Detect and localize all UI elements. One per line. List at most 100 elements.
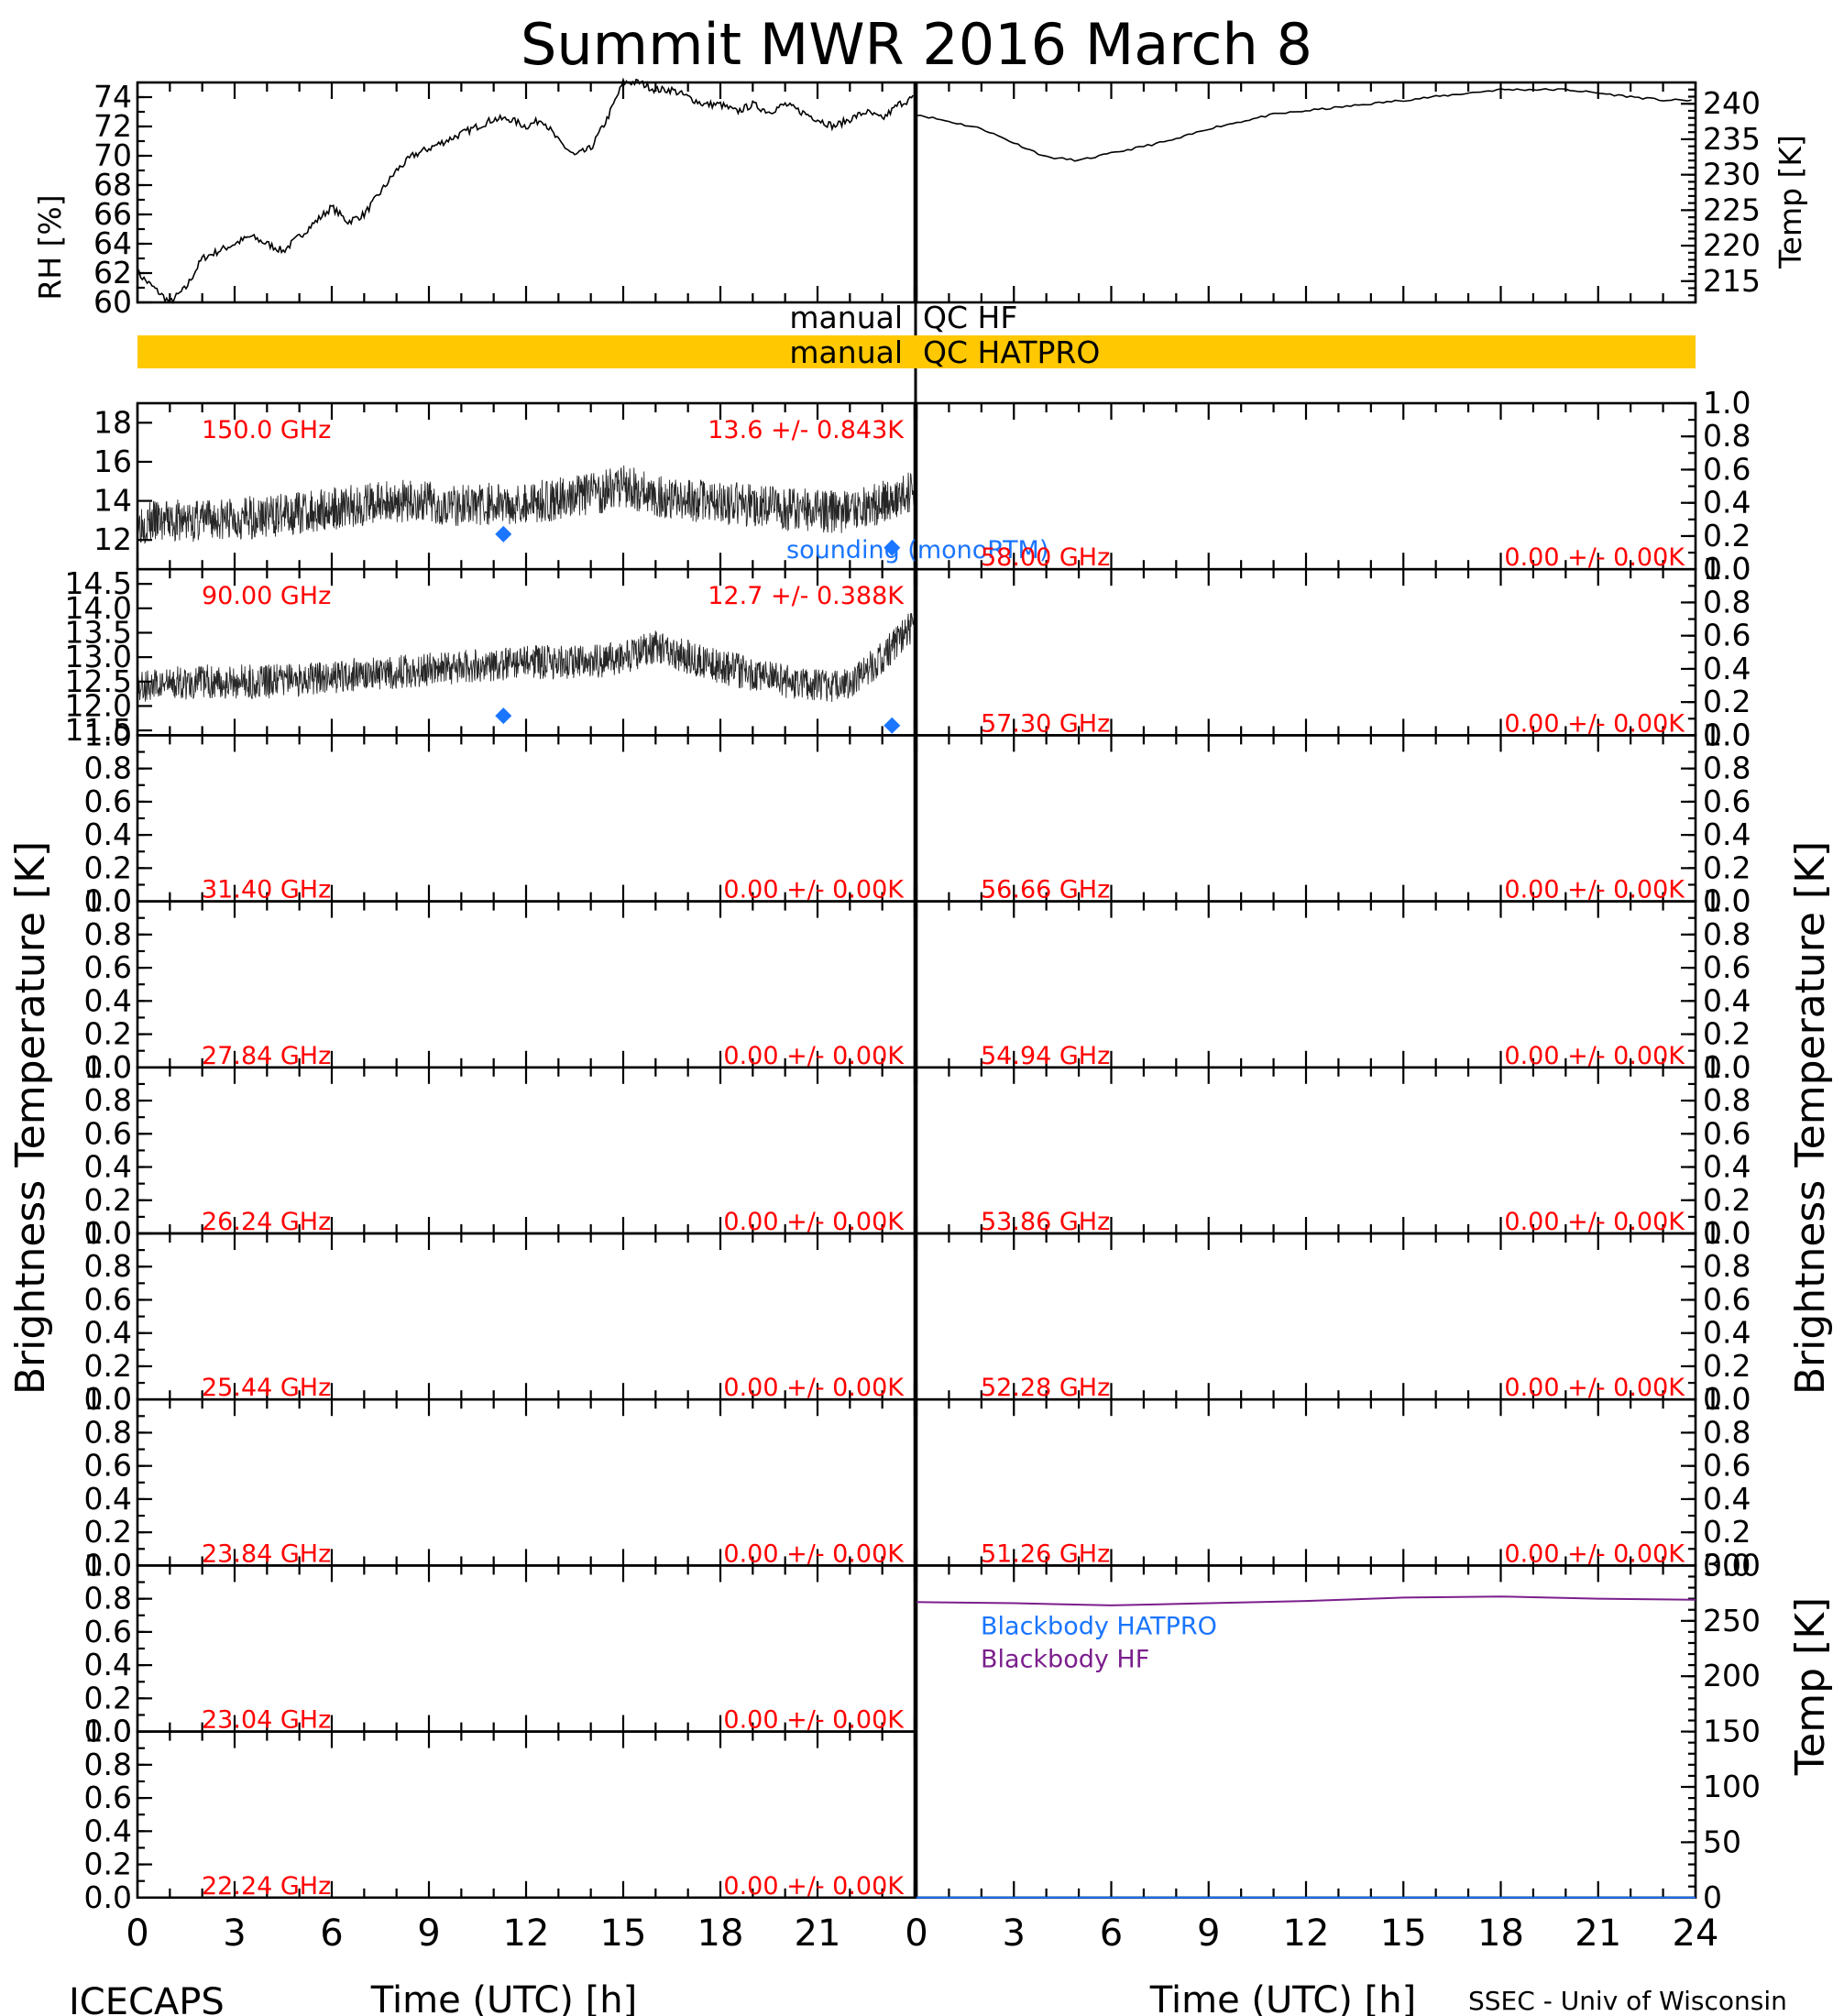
- panel-ytick-label: 1.0: [1703, 883, 1751, 919]
- qc-hatpro-prefix: manual: [789, 334, 903, 370]
- panel-ytick-label: 0.4: [1703, 651, 1751, 686]
- panel-ytick-label: 12: [93, 521, 132, 557]
- panel-ytick-label: 0.2: [1703, 684, 1751, 719]
- bb-series-line: [916, 1595, 1696, 1606]
- panel-ytick-label: 0.8: [84, 751, 132, 786]
- panel-ytick-label: 225: [1703, 192, 1761, 227]
- channel-label: 52.28 GHz: [981, 1374, 1110, 1402]
- bb-legend-entry: Blackbody HATPRO: [981, 1612, 1217, 1640]
- panel-ch_27_84: 0.00.20.40.60.81.027.84 GHz 0.00 +/- 0.00…: [84, 883, 916, 1085]
- panel-ytick-label: 0.2: [84, 1016, 132, 1052]
- panel-ytick-label: 14.5: [65, 565, 132, 601]
- panel-ytick-label: 1.0: [84, 1547, 132, 1583]
- panel-ytick-label: 0.4: [1703, 982, 1751, 1018]
- time-axis-label-left: Time (UTC) [h]: [370, 1979, 637, 2016]
- panel-ytick-label: 300: [1703, 1547, 1761, 1583]
- panel-ytick-label: 220: [1703, 227, 1761, 263]
- panel-ytick-label: 0.4: [84, 982, 132, 1018]
- channel-label: 23.04 GHz: [202, 1706, 331, 1735]
- panel-ytick-label: 0.0: [1703, 551, 1751, 586]
- panel-ytick-label: 62: [93, 255, 132, 290]
- sounding-point: [884, 539, 901, 556]
- panel-ch_53_86: 0.00.20.40.60.81.053.86 GHz 0.00 +/- 0.00…: [915, 1049, 1751, 1251]
- panel-ytick-label: 50: [1703, 1824, 1741, 1859]
- channel-stats: 0.00 +/- 0.00K: [1504, 543, 1685, 572]
- qc-hf-prefix: manual: [789, 300, 903, 335]
- channel-stats: 0.00 +/- 0.00K: [1504, 1539, 1685, 1568]
- panel-ytick-label: 0.6: [1703, 1448, 1751, 1484]
- channel-label: 150.0 GHz: [202, 416, 331, 444]
- panel-xtick-label: 21: [1575, 1912, 1621, 1955]
- panel-ytick-label: 230: [1703, 157, 1761, 192]
- panel-ytick-label: 0.0: [84, 883, 132, 919]
- panel-ytick-label: 0.6: [84, 1281, 132, 1317]
- panel-ytick-label: 12.5: [65, 663, 132, 699]
- panel-ch_26_24: 0.00.20.40.60.81.026.24 GHz 0.00 +/- 0.00…: [84, 1049, 916, 1251]
- bt-series-line: [137, 613, 915, 704]
- panel-ytick-label: 0.0: [84, 1879, 132, 1915]
- qc-hf-label: QC HF: [923, 300, 1017, 335]
- panel-ytick-label: 0.0: [1703, 1215, 1751, 1251]
- panel-ytick-label: 0.8: [1703, 916, 1751, 952]
- panel-xtick-label: 0: [126, 1912, 148, 1955]
- channel-stats: 0.00 +/- 0.00K: [1504, 1042, 1685, 1070]
- channel-label: 25.44 GHz: [202, 1374, 331, 1402]
- panel-ytick-label: 200: [1703, 1658, 1761, 1693]
- panel-ytick-label: 1.0: [1703, 385, 1751, 421]
- panel-ytick-label: 0.0: [84, 1049, 132, 1085]
- panel-ch_52_28: 0.00.20.40.60.81.052.28 GHz 0.00 +/- 0.00…: [915, 1215, 1751, 1417]
- panel-ytick-label: 240: [1703, 85, 1761, 121]
- panel-ytick-label: 0.4: [1703, 485, 1751, 520]
- sounding-point: [495, 525, 512, 542]
- panel-ytick-label: 0.8: [84, 1747, 132, 1782]
- panel-xtick-label: 12: [503, 1912, 550, 1955]
- panel-ytick-label: 0.6: [84, 1115, 132, 1151]
- panel-ytick-label: 0.8: [84, 1581, 132, 1616]
- panel-ytick-label: 0.4: [84, 1813, 132, 1848]
- panel-ytick-label: 0.2: [1703, 1016, 1751, 1052]
- panel-ytick-label: 0.4: [1703, 1149, 1751, 1185]
- channel-label: 53.86 GHz: [981, 1208, 1110, 1236]
- rh-series-line: [137, 77, 914, 304]
- panel-ytick-label: 0.0: [1703, 883, 1751, 919]
- channel-stats: 0.00 +/- 0.00K: [723, 1208, 905, 1236]
- bt-right-axis-label: Brightness Temperature [K]: [1787, 841, 1833, 1395]
- panel-ytick-label: 0.0: [1703, 1049, 1751, 1085]
- panel-ytick-label: 0.4: [84, 1149, 132, 1185]
- panel-ytick-label: 0.0: [1703, 717, 1751, 752]
- panel-ytick-label: 0.0: [84, 1381, 132, 1417]
- panel-ytick-label: 0.2: [1703, 1514, 1751, 1550]
- panel-frame: [915, 81, 1697, 304]
- channel-label: 22.24 GHz: [202, 1872, 331, 1901]
- panel-ytick-label: 68: [93, 167, 132, 203]
- channel-label: 56.66 GHz: [981, 876, 1110, 904]
- temp-axis-label: Temp [K]: [1773, 135, 1808, 269]
- air-temp-series-line: [916, 87, 1692, 162]
- panel-xtick-label: 12: [1283, 1912, 1330, 1955]
- channel-stats: 0.00 +/- 0.00K: [1504, 876, 1685, 904]
- panel-ytick-label: 1.0: [1703, 717, 1751, 752]
- bt-left-axis-label: Brightness Temperature [K]: [7, 841, 54, 1395]
- channel-stats: 0.00 +/- 0.00K: [723, 1706, 905, 1735]
- panel-xtick-label: 0: [905, 1912, 927, 1955]
- panel-ytick-label: 0.6: [84, 783, 132, 819]
- panel-ytick-label: 0.6: [84, 949, 132, 985]
- bb-legend-entry: Blackbody HF: [981, 1645, 1149, 1673]
- panel-ytick-label: 0.4: [1703, 816, 1751, 852]
- channel-label: 90.00 GHz: [202, 582, 331, 610]
- panel-ytick-label: 0.2: [84, 1514, 132, 1550]
- panel-ytick-label: 0.4: [1703, 1315, 1751, 1351]
- panel-xtick-label: 9: [1197, 1912, 1220, 1955]
- channel-label: 31.40 GHz: [202, 876, 331, 904]
- panel-ytick-label: 66: [93, 196, 132, 232]
- sounding-point: [495, 707, 512, 725]
- panel-ytick-label: 74: [93, 79, 132, 115]
- panel-frame: [136, 81, 916, 304]
- panel-ytick-label: 0.0: [84, 1714, 132, 1749]
- qc-hatpro-bar: [137, 335, 1696, 368]
- channel-label: 27.84 GHz: [202, 1042, 331, 1070]
- panel-ytick-label: 1.0: [84, 717, 132, 752]
- panel-ytick-label: 0.6: [1703, 783, 1751, 819]
